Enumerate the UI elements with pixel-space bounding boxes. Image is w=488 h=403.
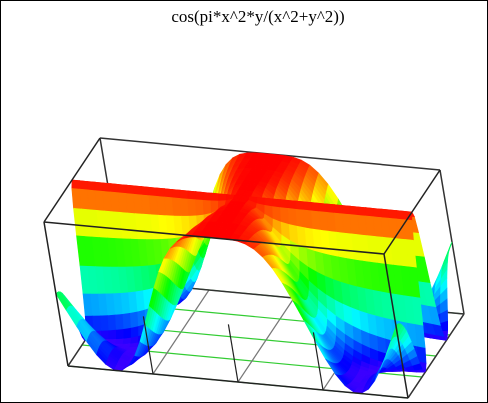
- surface-patch: [123, 327, 132, 340]
- surface-patch: [202, 199, 212, 216]
- box-edge: [383, 169, 441, 255]
- surface-patch: [341, 205, 351, 215]
- box-edge: [43, 137, 101, 223]
- surface-patch: [115, 338, 125, 345]
- surface-patch: [357, 206, 366, 217]
- surface-patch: [187, 198, 197, 217]
- box-edge: [227, 324, 239, 383]
- surface-patch: [388, 209, 397, 220]
- surface-patch: [380, 208, 390, 219]
- surface-patch: [326, 203, 336, 214]
- surface-patch: [115, 313, 125, 331]
- surface-patch: [334, 204, 343, 215]
- chart-title: cos(pi*x^2*y/(x^2+y^2)): [171, 7, 344, 26]
- box-edge: [383, 253, 409, 399]
- surface-patch: [86, 181, 96, 191]
- surface-patch: [102, 182, 111, 193]
- surface-patch: [125, 184, 135, 195]
- surface-patch: [148, 186, 158, 197]
- surface-patch: [94, 181, 104, 192]
- surface-patch: [287, 200, 297, 210]
- floor-line: [237, 297, 295, 383]
- box-front: [43, 137, 441, 399]
- surface-patch: [310, 202, 320, 212]
- surface-patch: [122, 312, 132, 330]
- surface-patch: [116, 328, 125, 340]
- surface-patch: [130, 326, 139, 339]
- surface-patch: [372, 208, 382, 218]
- box-edge: [43, 221, 69, 367]
- surface-patch: [129, 311, 139, 329]
- surface-patch: [280, 207, 290, 225]
- surface-patch: [99, 315, 110, 332]
- surface-patch: [92, 315, 102, 332]
- surface-patch: [295, 200, 305, 211]
- surface-patch: [79, 180, 88, 191]
- surface-patch: [133, 185, 142, 196]
- surface-patch: [71, 179, 81, 190]
- box-edge: [407, 313, 465, 399]
- box-edge: [43, 221, 385, 255]
- box-edge: [312, 332, 324, 391]
- surface-patch: [396, 210, 405, 221]
- surface-patch: [110, 183, 119, 194]
- surface-patch: [179, 189, 189, 200]
- surface-patch: [195, 191, 204, 201]
- surface-patch: [210, 192, 220, 202]
- surface-patch: [202, 192, 212, 202]
- box-edge: [142, 316, 154, 375]
- surface-patch: [108, 329, 117, 340]
- surface-patch: [349, 205, 359, 216]
- surface-patch: [140, 186, 150, 196]
- surface-patch: [156, 187, 166, 198]
- surface-patch: [272, 198, 281, 208]
- surface-patch: [122, 337, 132, 345]
- surface-patch: [187, 190, 196, 201]
- surface-patch: [218, 193, 227, 202]
- surface: [55, 152, 453, 394]
- surface-patch: [164, 188, 173, 199]
- surface-patch: [303, 201, 312, 212]
- surface-patch: [171, 189, 181, 199]
- surface-patch: [195, 199, 205, 217]
- surface-patch: [117, 184, 127, 194]
- surface-patch: [365, 207, 374, 218]
- surface-patch: [107, 314, 117, 332]
- surface-patch: [318, 202, 328, 213]
- surface-patch: [280, 199, 289, 209]
